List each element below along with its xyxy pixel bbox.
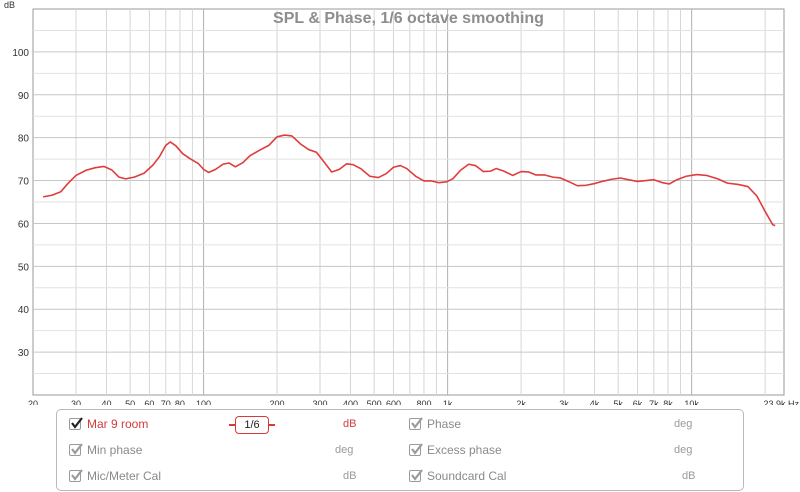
legend-item-excess-phase[interactable]: Excess phase: [409, 443, 502, 457]
legend-item-min-phase[interactable]: Min phase: [69, 443, 142, 457]
legend-label-measurement: Mar 9 room: [87, 417, 149, 431]
legend-item-phase[interactable]: Phase: [409, 417, 461, 431]
x-tick-label: 70: [161, 399, 171, 405]
x-tick-label: 50: [125, 399, 135, 405]
unit-measurement: dB: [343, 418, 357, 430]
smoothing-label: 1/6: [244, 419, 260, 431]
checkbox[interactable]: [69, 443, 83, 456]
x-tick-label: 20: [28, 399, 38, 405]
x-tick-label: 3k: [559, 399, 569, 405]
smoothing-button[interactable]: 1/6: [229, 416, 275, 434]
series-line-measurement: [42, 134, 776, 227]
x-tick-label: 500: [367, 399, 382, 405]
legend-label-min-phase: Min phase: [87, 443, 143, 457]
y-tick-label: 50: [18, 262, 30, 273]
legend-label-phase: Phase: [427, 417, 462, 431]
x-tick-label: 100: [196, 399, 211, 405]
unit-excess-phase: deg: [674, 444, 693, 456]
unit-min-phase: deg: [335, 444, 354, 456]
unit-phase: deg: [674, 418, 693, 430]
checkbox[interactable]: [409, 443, 423, 456]
x-tick-label: 200: [270, 399, 285, 405]
y-axis-label: dB: [4, 0, 15, 10]
x-tick-label: 5k: [613, 399, 623, 405]
x-tick-label: 40: [101, 399, 111, 405]
unit-soundcard-cal: dB: [682, 470, 696, 482]
x-tick-label: 4k: [590, 399, 600, 405]
x-tick-label: 7k: [649, 399, 659, 405]
y-tick-label: 90: [18, 91, 30, 102]
x-tick-label: 800: [416, 399, 431, 405]
x-tick-label: 80: [175, 399, 185, 405]
y-tick-label: 100: [12, 48, 29, 59]
y-tick-label: 30: [18, 348, 30, 359]
checkbox[interactable]: [409, 417, 423, 430]
chart-title: SPL & Phase, 1/6 octave smoothing: [273, 10, 544, 27]
y-tick-label: 40: [18, 305, 30, 316]
x-tick-label: 8k: [663, 399, 673, 405]
y-tick-label: 60: [18, 219, 30, 230]
x-tick-label: 30: [71, 399, 81, 405]
y-tick-label: 70: [18, 177, 30, 188]
legend-label-mic-cal: Mic/Meter Cal: [87, 469, 162, 483]
legend-item-measurement[interactable]: Mar 9 room: [69, 417, 148, 431]
legend-label-excess-phase: Excess phase: [427, 443, 502, 457]
x-tick-label: 300: [312, 399, 327, 405]
checkbox[interactable]: [69, 417, 83, 430]
x-tick-label: 23.9k Hz: [763, 399, 799, 405]
x-tick-label: 10k: [684, 399, 699, 405]
x-tick-label: 6k: [633, 399, 643, 405]
x-tick-label: 1k: [443, 399, 453, 405]
unit-mic-cal: dB: [343, 470, 357, 482]
legend-label-soundcard-cal: Soundcard Cal: [427, 469, 507, 483]
spl-chart[interactable]: 30 40 50 60 70 80 90 100 dB 20 30 40 50 60 70 80 100 200 3…: [0, 0, 800, 405]
legend-item-mic-cal[interactable]: Mic/Meter Cal: [69, 469, 161, 483]
checkbox[interactable]: [69, 469, 83, 482]
x-tick-label: 600: [386, 399, 401, 405]
legend-item-soundcard-cal[interactable]: Soundcard Cal: [409, 469, 506, 483]
legend-panel: Mar 9 room 1/6 dB Phase deg Min phase de…: [56, 409, 744, 491]
checkbox[interactable]: [409, 469, 423, 482]
x-tick-label: 400: [343, 399, 358, 405]
x-tick-label: 2k: [516, 399, 526, 405]
x-tick-label: 60: [144, 399, 154, 405]
y-tick-label: 80: [18, 134, 30, 145]
